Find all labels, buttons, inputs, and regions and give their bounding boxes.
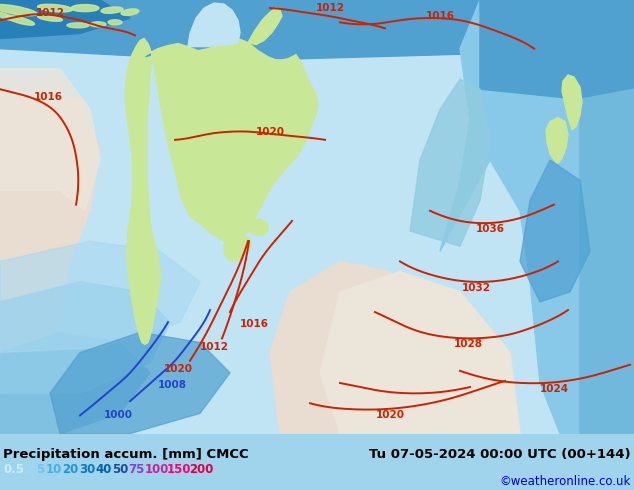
Text: 1000: 1000 <box>103 411 133 420</box>
Polygon shape <box>50 332 230 434</box>
Polygon shape <box>580 89 634 434</box>
Polygon shape <box>0 0 130 39</box>
Polygon shape <box>248 219 268 235</box>
Text: 1020: 1020 <box>256 127 285 137</box>
Text: 1008: 1008 <box>157 380 186 390</box>
Polygon shape <box>248 8 282 45</box>
Text: 2: 2 <box>25 463 34 476</box>
Ellipse shape <box>0 12 13 20</box>
Ellipse shape <box>71 4 99 12</box>
Text: 1036: 1036 <box>476 224 505 234</box>
Ellipse shape <box>37 15 62 21</box>
Text: 1032: 1032 <box>462 283 491 293</box>
Text: 1020: 1020 <box>375 411 404 420</box>
Polygon shape <box>224 233 252 261</box>
Polygon shape <box>125 39 318 344</box>
Text: 1012: 1012 <box>316 3 344 13</box>
Ellipse shape <box>67 23 89 28</box>
Ellipse shape <box>37 4 72 12</box>
Text: 20: 20 <box>62 463 79 476</box>
Text: 75: 75 <box>128 463 145 476</box>
Text: 30: 30 <box>79 463 95 476</box>
Text: Precipitation accum. [mm] CMCC: Precipitation accum. [mm] CMCC <box>3 448 249 461</box>
Polygon shape <box>0 332 150 434</box>
Text: 10: 10 <box>46 463 62 476</box>
Text: 200: 200 <box>190 463 214 476</box>
Polygon shape <box>320 271 520 434</box>
Polygon shape <box>546 118 568 163</box>
Ellipse shape <box>6 15 34 25</box>
Ellipse shape <box>101 7 123 13</box>
Polygon shape <box>520 160 590 302</box>
Ellipse shape <box>90 22 106 27</box>
Text: 1028: 1028 <box>453 340 482 349</box>
Polygon shape <box>0 69 100 211</box>
Polygon shape <box>188 3 240 47</box>
Text: 1020: 1020 <box>164 364 193 374</box>
Text: 1024: 1024 <box>540 384 569 394</box>
Polygon shape <box>562 75 582 130</box>
Text: 50: 50 <box>112 463 128 476</box>
Polygon shape <box>0 282 170 393</box>
Polygon shape <box>0 89 100 373</box>
Text: 150: 150 <box>167 463 191 476</box>
Polygon shape <box>270 261 450 434</box>
Text: 1016: 1016 <box>425 11 455 21</box>
Ellipse shape <box>0 4 37 16</box>
Polygon shape <box>0 0 634 59</box>
Text: 5: 5 <box>36 463 44 476</box>
Ellipse shape <box>108 20 122 25</box>
Polygon shape <box>410 79 490 246</box>
Ellipse shape <box>121 9 139 15</box>
Polygon shape <box>0 241 200 353</box>
Text: 1012: 1012 <box>36 8 65 18</box>
Text: 100: 100 <box>145 463 169 476</box>
Text: 1016: 1016 <box>240 319 269 329</box>
Text: ©weatheronline.co.uk: ©weatheronline.co.uk <box>500 475 631 488</box>
Text: 1016: 1016 <box>34 92 63 102</box>
Text: 0.5: 0.5 <box>3 463 24 476</box>
Text: Tu 07-05-2024 00:00 UTC (00+144): Tu 07-05-2024 00:00 UTC (00+144) <box>370 448 631 461</box>
Text: 1012: 1012 <box>200 342 228 351</box>
Text: 40: 40 <box>95 463 112 476</box>
Polygon shape <box>480 0 634 99</box>
Polygon shape <box>440 0 634 434</box>
